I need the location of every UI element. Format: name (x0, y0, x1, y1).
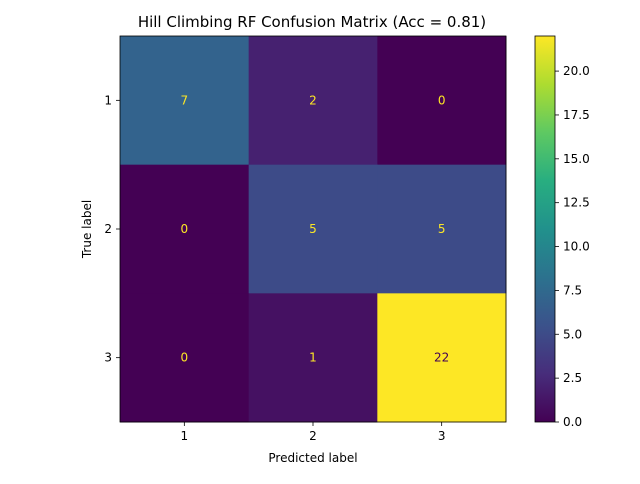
colorbar-tick-label: 5.0 (563, 327, 582, 341)
cell-value-label: 1 (309, 351, 317, 365)
heatmap-cell (377, 164, 507, 294)
cell-value-label: 0 (181, 222, 189, 236)
y-tick-label: 2 (104, 222, 112, 236)
colorbar-tick-label: 2.5 (563, 371, 582, 385)
x-tick-label: 1 (181, 429, 189, 443)
colorbar-tick-label: 10.0 (563, 240, 590, 254)
y-tick-label: 3 (104, 351, 112, 365)
cell-value-label: 7 (181, 93, 189, 107)
cell-value-label: 2 (309, 93, 317, 107)
x-axis-ticks: 1 2 3 (181, 422, 446, 443)
colorbar-tick-label: 7.5 (563, 283, 582, 297)
colorbar-tick-label: 12.5 (563, 196, 590, 210)
cell-value-label: 0 (438, 93, 446, 107)
colorbar-tick-label: 17.5 (563, 108, 590, 122)
heatmap-cell (120, 36, 250, 166)
heatmap-cells: 7 2 0 0 5 5 0 1 22 (120, 36, 507, 423)
cell-value-label: 0 (181, 351, 189, 365)
y-tick-label: 1 (104, 93, 112, 107)
heatmap-cell (248, 293, 378, 423)
heatmap-cell (377, 293, 507, 423)
y-axis-label: True label (80, 200, 94, 259)
x-axis-label: Predicted label (268, 451, 357, 465)
cell-value-label: 22 (434, 351, 449, 365)
heatmap-cell (248, 36, 378, 166)
colorbar-ticks: 0.0 2.5 5.0 7.5 10.0 12.5 15.0 17.5 20.0 (555, 64, 590, 429)
heatmap-cell (377, 36, 507, 166)
colorbar: 0.0 2.5 5.0 7.5 10.0 12.5 15.0 17.5 20.0 (534, 35, 590, 429)
colorbar-gradient (534, 35, 556, 423)
x-tick-label: 3 (438, 429, 446, 443)
chart-title: Hill Climbing RF Confusion Matrix (Acc =… (138, 13, 486, 31)
colorbar-tick-label: 20.0 (563, 64, 590, 78)
colorbar-tick-label: 15.0 (563, 152, 590, 166)
colorbar-tick-label: 0.0 (563, 415, 582, 429)
heatmap-cell (248, 164, 378, 294)
cell-value-label: 5 (438, 222, 446, 236)
heatmap-cell (120, 293, 250, 423)
heatmap-cell (120, 164, 250, 294)
x-tick-label: 2 (309, 429, 317, 443)
cell-value-label: 5 (309, 222, 317, 236)
y-axis-ticks: 1 2 3 (104, 93, 120, 365)
